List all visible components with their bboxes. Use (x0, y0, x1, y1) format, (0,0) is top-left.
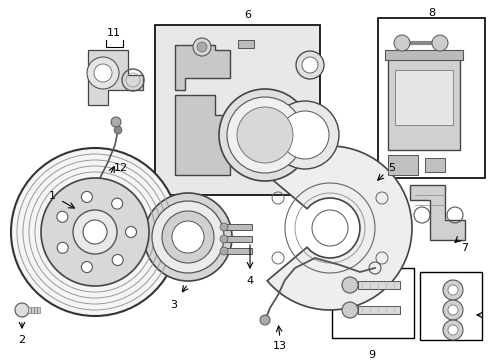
Polygon shape (409, 185, 464, 240)
Bar (238, 40, 253, 48)
Circle shape (162, 211, 214, 263)
Circle shape (295, 51, 324, 79)
Circle shape (73, 210, 117, 254)
Circle shape (447, 325, 457, 335)
Polygon shape (175, 45, 229, 90)
Circle shape (172, 221, 203, 253)
Circle shape (447, 285, 457, 295)
Bar (34, 307, 37, 313)
Bar (28, 307, 30, 313)
Circle shape (341, 302, 357, 318)
Text: 3: 3 (170, 300, 177, 310)
Circle shape (111, 117, 121, 127)
Circle shape (219, 89, 310, 181)
Circle shape (442, 320, 462, 340)
Circle shape (15, 303, 29, 317)
Polygon shape (266, 146, 411, 310)
Polygon shape (175, 95, 229, 175)
Circle shape (57, 211, 68, 222)
Text: 4: 4 (246, 276, 253, 286)
Circle shape (112, 255, 123, 265)
Circle shape (83, 220, 107, 244)
Circle shape (193, 38, 210, 56)
Circle shape (393, 35, 409, 51)
Circle shape (11, 148, 179, 316)
Bar (424, 158, 444, 172)
Text: 10: 10 (486, 310, 488, 320)
Circle shape (81, 262, 92, 273)
Bar (357, 281, 399, 289)
Circle shape (143, 193, 231, 281)
Text: 13: 13 (272, 341, 286, 351)
Bar (357, 306, 399, 314)
Circle shape (220, 235, 227, 243)
Circle shape (260, 315, 269, 325)
Circle shape (341, 277, 357, 293)
Circle shape (57, 242, 68, 253)
Circle shape (197, 42, 206, 52)
Circle shape (431, 35, 447, 51)
Bar (31, 307, 34, 313)
Text: 1: 1 (48, 191, 55, 201)
Circle shape (270, 101, 338, 169)
Circle shape (311, 210, 347, 246)
Bar (37, 307, 40, 313)
Circle shape (237, 107, 292, 163)
Bar (224, 236, 251, 242)
Bar (394, 70, 452, 125)
Polygon shape (88, 50, 142, 105)
Bar (387, 55, 459, 150)
Bar (387, 155, 417, 175)
Bar (377, 18, 484, 178)
Text: 6: 6 (244, 10, 251, 20)
Text: 9: 9 (367, 350, 375, 360)
Text: 11: 11 (107, 28, 121, 38)
Circle shape (281, 111, 328, 159)
Circle shape (302, 57, 317, 73)
Circle shape (152, 201, 224, 273)
Circle shape (41, 178, 149, 286)
Circle shape (114, 126, 122, 134)
Circle shape (220, 247, 227, 255)
Circle shape (111, 198, 122, 209)
Circle shape (94, 64, 112, 82)
Bar (224, 224, 251, 230)
Text: 8: 8 (427, 8, 435, 18)
Circle shape (81, 192, 92, 202)
Text: 12: 12 (114, 163, 128, 173)
Circle shape (220, 223, 227, 231)
Text: 5: 5 (387, 163, 395, 173)
Circle shape (226, 97, 303, 173)
Bar (155, 25, 319, 195)
Text: 2: 2 (19, 335, 25, 345)
Text: 7: 7 (461, 243, 468, 253)
Bar (384, 50, 462, 60)
Circle shape (125, 226, 136, 238)
Circle shape (447, 305, 457, 315)
Bar (331, 268, 413, 338)
Bar (224, 248, 251, 254)
Circle shape (442, 280, 462, 300)
Bar (419, 272, 481, 340)
Circle shape (87, 57, 119, 89)
Circle shape (442, 300, 462, 320)
